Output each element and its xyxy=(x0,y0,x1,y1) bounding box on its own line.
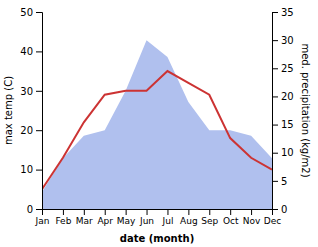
tick: Feb xyxy=(55,209,71,226)
x-axis: Jan Feb Mar Apr MayJun Jul AugSep Oct NovDec xyxy=(35,209,282,226)
temp-line xyxy=(42,71,272,189)
tick: 40 xyxy=(20,46,42,57)
tick-label: 0 xyxy=(281,204,287,215)
tick-label: 30 xyxy=(281,35,294,46)
tick: 10 xyxy=(20,164,42,175)
tick: Sep xyxy=(201,209,218,226)
tick-label: Jun xyxy=(139,216,154,226)
tick: Oct xyxy=(223,209,239,226)
tick-mark xyxy=(272,68,278,69)
tick-label: 40 xyxy=(20,46,33,57)
axis-line xyxy=(36,13,43,210)
tick-label: Apr xyxy=(97,216,113,226)
tick-mark xyxy=(36,51,42,52)
marks xyxy=(42,40,272,209)
tick: 30 xyxy=(20,86,42,97)
tick-label: 5 xyxy=(281,176,287,187)
tick: 20 xyxy=(272,91,294,102)
tick-mark xyxy=(126,209,127,215)
tick: 30 xyxy=(272,35,294,46)
axis-line xyxy=(43,210,273,216)
y2-axis: 0 5 10 15 20 25 30 35 xyxy=(272,7,294,215)
tick: 10 xyxy=(272,147,294,158)
tick: Jul xyxy=(162,209,174,226)
tick: 0 xyxy=(27,204,42,215)
tick: 0 xyxy=(272,204,287,215)
tick-mark xyxy=(272,40,278,41)
tick: Aug xyxy=(180,209,198,226)
tick-mark xyxy=(147,209,148,215)
precip-area xyxy=(42,40,272,209)
tick-label: Oct xyxy=(223,216,239,226)
tick: 15 xyxy=(272,119,294,130)
tick-label: 10 xyxy=(281,147,294,158)
tick-label: Jan xyxy=(35,216,50,226)
tick-mark xyxy=(272,153,278,154)
tick-label: 0 xyxy=(27,204,33,215)
tick: 25 xyxy=(272,63,294,74)
tick: Apr xyxy=(97,209,113,226)
tick-label: Nov xyxy=(243,216,261,226)
tick-label: 10 xyxy=(20,164,33,175)
tick: Mar xyxy=(76,209,93,226)
tick-mark xyxy=(36,209,42,210)
tick-mark xyxy=(105,209,106,215)
axis-line xyxy=(273,13,279,210)
tick-label: 50 xyxy=(20,7,33,18)
tick-mark xyxy=(63,209,64,215)
x-axis-title: date (month) xyxy=(120,233,194,244)
tick-mark xyxy=(272,181,278,182)
tick-label: Sep xyxy=(201,216,218,226)
tick-mark xyxy=(272,12,278,13)
plot: JanFebMarAprMayJunJulAugSepOctNovDec0102… xyxy=(3,7,311,244)
tick: Jan xyxy=(35,209,50,226)
tick: Jun xyxy=(139,209,154,226)
tick-mark xyxy=(272,209,278,210)
tick-mark xyxy=(272,96,278,97)
tick: Nov xyxy=(243,209,261,226)
tick-mark xyxy=(167,209,168,215)
tick-label: 20 xyxy=(281,91,294,102)
tick-label: 25 xyxy=(281,63,294,74)
tick-mark xyxy=(36,130,42,131)
tick-mark xyxy=(36,12,42,13)
tick-label: May xyxy=(117,216,136,226)
tick-label: 35 xyxy=(281,7,294,18)
tick-label: 30 xyxy=(20,86,33,97)
tick-mark xyxy=(251,209,252,215)
tick: 5 xyxy=(272,176,287,187)
tick-label: Jul xyxy=(162,216,174,226)
chart: JanFebMarAprMayJunJulAugSepOctNovDec0102… xyxy=(0,0,318,247)
tick-label: Feb xyxy=(55,216,71,226)
y-axis: 0 10 20 30 40 50 xyxy=(20,7,42,215)
tick-label: Dec xyxy=(264,216,281,226)
tick-mark xyxy=(84,209,85,215)
tick-mark xyxy=(209,209,210,215)
tick-label: 15 xyxy=(281,119,294,130)
tick-mark xyxy=(188,209,189,215)
tick-label: Aug xyxy=(180,216,198,226)
tick: 20 xyxy=(20,125,42,136)
tick-mark xyxy=(36,91,42,92)
tick: May xyxy=(117,209,136,226)
tick-label: 20 xyxy=(20,125,33,136)
tick: Dec xyxy=(264,209,281,226)
y-axis-title: max temp (C) xyxy=(3,76,14,145)
tick-label: Mar xyxy=(76,216,93,226)
tick-mark xyxy=(36,170,42,171)
tick: 35 xyxy=(272,7,294,18)
y2-axis-title: med. precipitation (kg/m2) xyxy=(300,43,311,177)
tick-mark xyxy=(272,125,278,126)
tick-mark xyxy=(230,209,231,215)
tick: 50 xyxy=(20,7,42,18)
